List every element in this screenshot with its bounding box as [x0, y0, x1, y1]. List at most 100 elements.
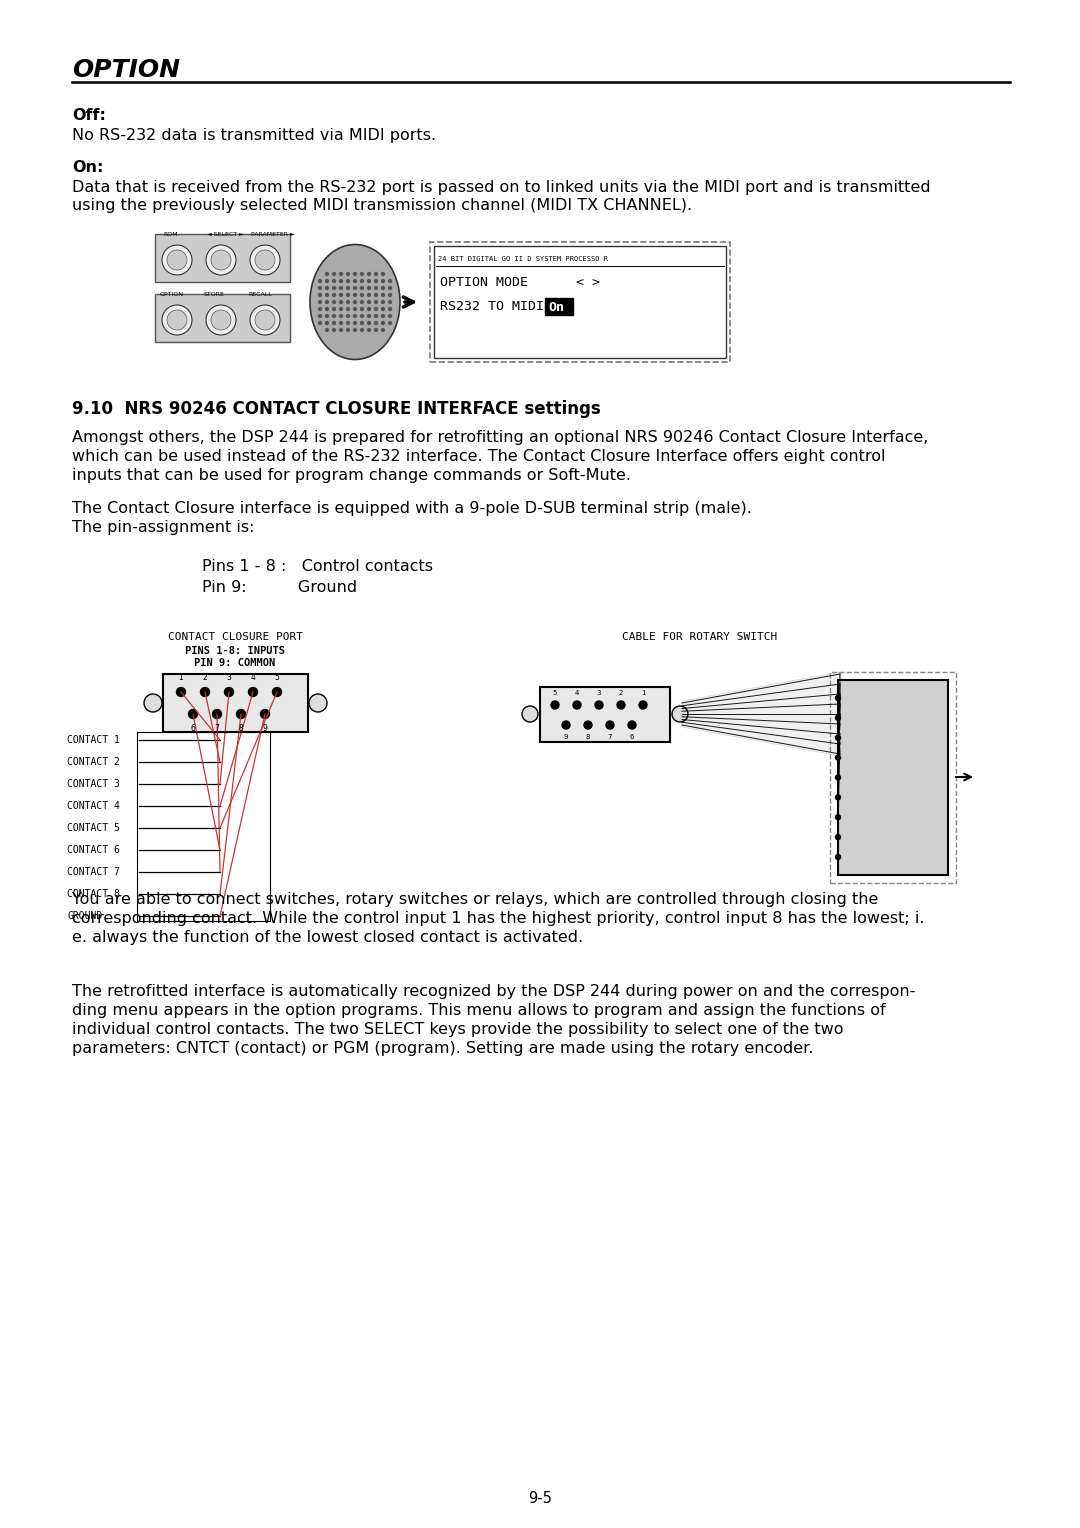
Circle shape [255, 310, 275, 330]
Circle shape [836, 755, 840, 759]
Circle shape [319, 287, 322, 289]
Circle shape [167, 310, 187, 330]
Bar [545, 298, 573, 315]
Text: 6: 6 [190, 724, 195, 733]
Text: 9: 9 [262, 724, 268, 733]
Circle shape [319, 315, 322, 318]
Circle shape [347, 321, 350, 324]
Text: Pin 9:          Ground: Pin 9: Ground [202, 581, 357, 594]
Text: OPTION: OPTION [160, 292, 184, 296]
Text: e. always the function of the lowest closed contact is activated.: e. always the function of the lowest clo… [72, 931, 583, 944]
Circle shape [347, 280, 350, 283]
Bar [156, 293, 291, 342]
Circle shape [325, 280, 328, 283]
Circle shape [333, 280, 336, 283]
Text: CONTACT 4: CONTACT 4 [67, 801, 120, 811]
Circle shape [347, 293, 350, 296]
Text: RECALL: RECALL [248, 292, 272, 296]
Circle shape [367, 287, 370, 289]
Circle shape [836, 814, 840, 819]
Circle shape [627, 721, 636, 729]
Circle shape [325, 307, 328, 310]
Text: PIN 9: COMMON: PIN 9: COMMON [194, 659, 275, 668]
Circle shape [522, 706, 538, 723]
Text: GROUND: GROUND [67, 911, 103, 921]
Text: CONTACT 6: CONTACT 6 [67, 845, 120, 856]
Circle shape [309, 694, 327, 712]
Circle shape [211, 251, 231, 270]
Text: ROM: ROM [163, 232, 177, 237]
Circle shape [319, 307, 322, 310]
Bar [156, 234, 291, 283]
Circle shape [353, 293, 356, 296]
Circle shape [339, 293, 342, 296]
Text: 8: 8 [585, 733, 591, 740]
Circle shape [584, 721, 592, 729]
Text: 9: 9 [564, 733, 568, 740]
Circle shape [381, 315, 384, 318]
Circle shape [836, 735, 840, 740]
Circle shape [367, 329, 370, 332]
Circle shape [375, 307, 378, 310]
Circle shape [375, 293, 378, 296]
Circle shape [361, 272, 364, 275]
Circle shape [375, 315, 378, 318]
Circle shape [325, 287, 328, 289]
Text: OPTION: OPTION [72, 58, 180, 83]
Text: No RS-232 data is transmitted via MIDI ports.: No RS-232 data is transmitted via MIDI p… [72, 128, 436, 144]
Circle shape [375, 321, 378, 324]
Polygon shape [838, 680, 948, 876]
Polygon shape [163, 674, 308, 732]
Text: 4: 4 [251, 672, 256, 681]
Text: 7: 7 [608, 733, 612, 740]
Circle shape [367, 321, 370, 324]
Ellipse shape [310, 244, 400, 359]
Circle shape [353, 329, 356, 332]
Circle shape [573, 701, 581, 709]
Text: corresponding contact. While the control input 1 has the highest priority, contr: corresponding contact. While the control… [72, 911, 924, 926]
Text: RS232 TO MIDI:: RS232 TO MIDI: [440, 299, 552, 313]
Circle shape [255, 251, 275, 270]
Circle shape [361, 293, 364, 296]
Text: CONTACT 1: CONTACT 1 [67, 735, 120, 746]
Circle shape [325, 329, 328, 332]
Circle shape [260, 709, 270, 718]
Circle shape [381, 272, 384, 275]
Circle shape [353, 272, 356, 275]
Circle shape [606, 721, 615, 729]
Text: STORE: STORE [204, 292, 225, 296]
Circle shape [367, 315, 370, 318]
Text: 5: 5 [274, 672, 280, 681]
Circle shape [389, 287, 391, 289]
Circle shape [144, 694, 162, 712]
Circle shape [551, 701, 559, 709]
Text: 6: 6 [630, 733, 634, 740]
Text: CONTACT 8: CONTACT 8 [67, 889, 120, 898]
Text: Amongst others, the DSP 244 is prepared for retrofitting an optional NRS 90246 C: Amongst others, the DSP 244 is prepared … [72, 429, 929, 445]
Text: 24 BIT DIGITAL GO II D SYSTEM PROCESSO R: 24 BIT DIGITAL GO II D SYSTEM PROCESSO R [438, 257, 608, 261]
Text: 3: 3 [227, 672, 231, 681]
Polygon shape [681, 672, 840, 756]
Text: parameters: CNTCT (contact) or PGM (program). Setting are made using the rotary : parameters: CNTCT (contact) or PGM (prog… [72, 1041, 813, 1056]
Circle shape [347, 272, 350, 275]
Bar [430, 241, 730, 362]
Text: individual control contacts. The two SELECT keys provide the possibility to sele: individual control contacts. The two SEL… [72, 1022, 843, 1038]
Circle shape [333, 301, 336, 304]
Circle shape [339, 280, 342, 283]
Circle shape [367, 272, 370, 275]
Text: 7: 7 [215, 724, 219, 733]
Circle shape [836, 695, 840, 700]
Circle shape [162, 244, 192, 275]
Circle shape [189, 709, 198, 718]
Text: 5: 5 [553, 691, 557, 695]
Text: ◄ SELECT ►: ◄ SELECT ► [207, 232, 244, 237]
Circle shape [836, 795, 840, 799]
Circle shape [249, 244, 280, 275]
Text: You are able to connect switches, rotary switches or relays, which are controlle: You are able to connect switches, rotary… [72, 892, 878, 908]
Text: 9.10  NRS 90246 CONTACT CLOSURE INTERFACE settings: 9.10 NRS 90246 CONTACT CLOSURE INTERFACE… [72, 400, 600, 419]
Text: The Contact Closure interface is equipped with a 9-pole D-SUB terminal strip (ma: The Contact Closure interface is equippe… [72, 501, 752, 516]
Circle shape [319, 280, 322, 283]
Circle shape [333, 315, 336, 318]
Text: 3: 3 [597, 691, 602, 695]
Polygon shape [540, 688, 670, 743]
